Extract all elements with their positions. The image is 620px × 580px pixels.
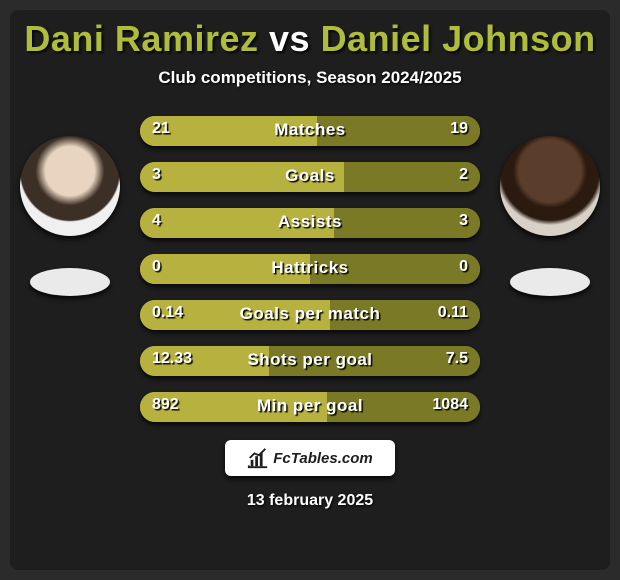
stat-value-left: 21 — [152, 120, 170, 138]
stat-row: Goals3 2 — [140, 162, 480, 192]
page-title: Dani Ramirez vs Daniel Johnson — [10, 18, 610, 60]
stat-label: Hattricks — [140, 258, 480, 278]
stat-value-left: 0 — [152, 258, 161, 276]
stat-value-left: 3 — [152, 166, 161, 184]
subtitle: Club competitions, Season 2024/2025 — [10, 68, 610, 88]
stat-value-left: 4 — [152, 212, 161, 230]
stat-label: Goals per match — [140, 304, 480, 324]
stat-row: Hattricks0 0 — [140, 254, 480, 284]
brand-text: FcTables.com — [273, 450, 372, 467]
stat-value-left: 0.14 — [152, 304, 183, 322]
stat-value-left: 12.33 — [152, 350, 192, 368]
stat-row: Goals per match0.14 0.11 — [140, 300, 480, 330]
stat-value-right: 19 — [450, 120, 468, 138]
stat-label: Goals — [140, 166, 480, 186]
stat-value-right: 7.5 — [446, 350, 468, 368]
stat-label: Min per goal — [140, 396, 480, 416]
vs-text: vs — [269, 18, 310, 59]
stat-row: Shots per goal12.337.5 — [140, 346, 480, 376]
player2-club-badge — [510, 268, 590, 296]
stat-row: Matches21 19 — [140, 116, 480, 146]
player2-avatar — [500, 136, 600, 236]
stat-row: Assists4 3 — [140, 208, 480, 238]
stat-value-right: 2 — [459, 166, 468, 184]
player1-avatar — [20, 136, 120, 236]
footer-date: 13 february 2025 — [10, 492, 610, 510]
stat-value-right: 0.11 — [438, 304, 468, 322]
stat-row: Min per goal892 1084 — [140, 392, 480, 422]
stat-label: Assists — [140, 212, 480, 232]
stat-value-right: 1084 — [432, 396, 468, 414]
player2-name: Daniel Johnson — [321, 18, 596, 59]
stat-value-right: 0 — [459, 258, 468, 276]
chart-icon — [247, 447, 269, 469]
brand-badge[interactable]: FcTables.com — [225, 440, 395, 476]
player1-name: Dani Ramirez — [24, 18, 258, 59]
stat-value-right: 3 — [459, 212, 468, 230]
stat-label: Matches — [140, 120, 480, 140]
player1-club-badge — [30, 268, 110, 296]
stat-value-left: 892 — [152, 396, 179, 414]
